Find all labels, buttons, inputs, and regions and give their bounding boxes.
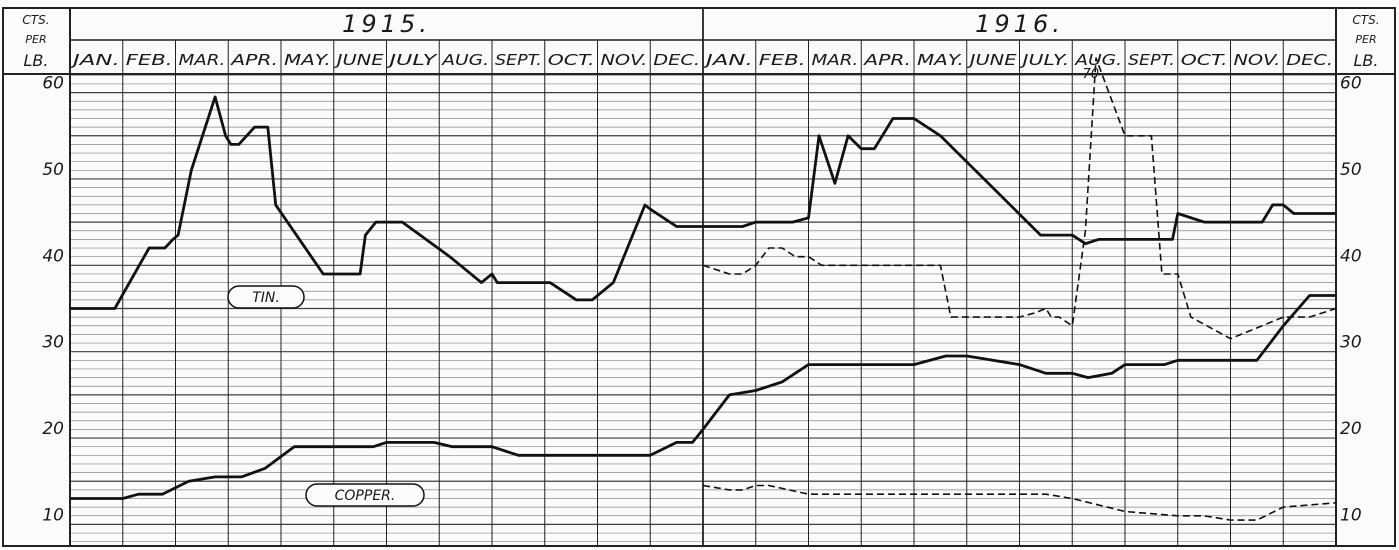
month-label: MAR. bbox=[811, 51, 858, 69]
data-series bbox=[70, 57, 1337, 521]
dashed-series-line bbox=[702, 484, 1337, 521]
y-tick-label-left: 60 bbox=[42, 74, 64, 94]
month-label: FEB. bbox=[126, 51, 173, 69]
series-line-copper bbox=[70, 294, 1336, 500]
month-label: APR. bbox=[863, 51, 911, 69]
y-tick-label-left: 30 bbox=[42, 333, 64, 353]
year-label: 1916. bbox=[975, 10, 1064, 38]
chart-frame bbox=[2, 7, 1396, 547]
month-label: JULY. bbox=[1018, 51, 1069, 69]
y-tick-label-right: 30 bbox=[1340, 333, 1362, 353]
month-header: JAN. FEB. MAR. APR. MAY. JUNE JULY AUG. SEPT. OCT… bbox=[68, 51, 1333, 69]
y-tick-label-left: 20 bbox=[42, 419, 64, 439]
unit-label-right: CTS. bbox=[1352, 13, 1379, 27]
peak-annotation: 70 bbox=[1082, 67, 1099, 82]
month-label: AUG. bbox=[441, 51, 489, 69]
annotations: TIN. COPPER. 70 bbox=[227, 67, 1099, 507]
month-label: OCT. bbox=[548, 51, 595, 69]
year-header: 1915. 1916. bbox=[342, 10, 1064, 38]
unit-label-right: LB. bbox=[1354, 51, 1379, 70]
month-label: DEC. bbox=[653, 51, 700, 69]
outer-border bbox=[2, 7, 1396, 547]
month-label: AUG. bbox=[1074, 51, 1122, 69]
month-label: APR. bbox=[230, 51, 278, 69]
year-label: 1915. bbox=[342, 10, 431, 38]
y-tick-label-left: 50 bbox=[42, 160, 64, 180]
y-tick-label-left: 40 bbox=[42, 246, 64, 266]
month-label: DEC. bbox=[1286, 51, 1333, 69]
y-tick-label-right: 10 bbox=[1340, 505, 1362, 525]
month-label: FEB. bbox=[759, 51, 806, 69]
month-label: JAN. bbox=[68, 51, 119, 69]
month-label: SEPT. bbox=[1128, 51, 1175, 69]
unit-label-left: PER bbox=[25, 33, 46, 46]
month-label: MAY. bbox=[917, 51, 964, 69]
y-tick-label-right: 40 bbox=[1340, 246, 1362, 266]
y-tick-label-right: 50 bbox=[1340, 160, 1362, 180]
unit-label-right: PER bbox=[1355, 33, 1376, 46]
unit-label-left: CTS. bbox=[22, 13, 49, 27]
unit-label-left: LB. bbox=[24, 51, 49, 70]
month-label: OCT. bbox=[1181, 51, 1228, 69]
y-tick-label-right: 20 bbox=[1340, 419, 1362, 439]
month-label: NOV. bbox=[600, 51, 647, 69]
month-label: NOV. bbox=[1233, 51, 1280, 69]
y-axis-ticks: 10 10 20 20 30 30 40 40 50 50 60 60 bbox=[42, 74, 1361, 526]
month-label: JAN. bbox=[701, 51, 752, 69]
month-label: MAR. bbox=[178, 51, 225, 69]
month-label: JULY bbox=[385, 51, 439, 69]
month-label: MAY. bbox=[284, 51, 331, 69]
month-label: JUNE bbox=[333, 51, 384, 69]
series-label-box bbox=[305, 483, 425, 507]
month-label: JUNE bbox=[966, 51, 1017, 69]
unit-labels: CTS. PER LB. CTS. PER LB. bbox=[22, 13, 1379, 70]
series-label: COPPER. bbox=[335, 488, 396, 504]
series-label: TIN. bbox=[252, 290, 280, 306]
series-label-box bbox=[227, 285, 305, 309]
grid-lines bbox=[69, 8, 1337, 546]
y-tick-label-left: 10 bbox=[42, 505, 64, 525]
y-tick-label-right: 60 bbox=[1340, 74, 1362, 94]
series-line-tin bbox=[70, 95, 1336, 310]
month-label: SEPT. bbox=[495, 51, 542, 69]
